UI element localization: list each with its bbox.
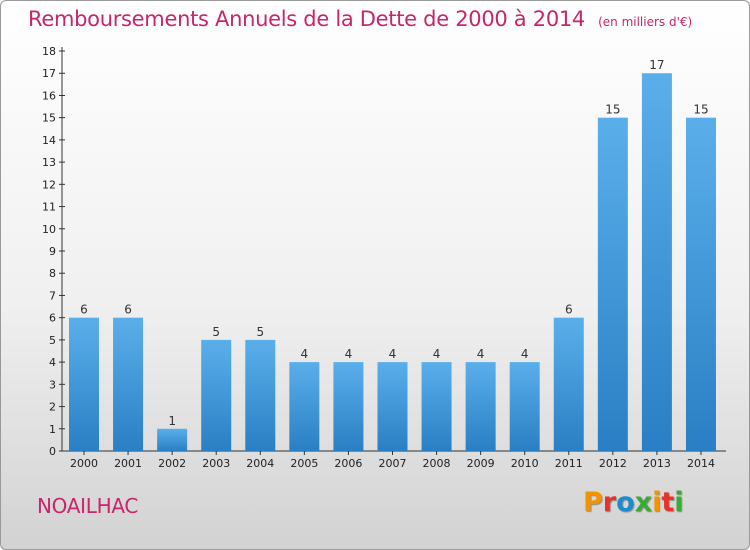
bar [201, 339, 232, 451]
bar [245, 339, 276, 451]
x-tick-label: 2000 [70, 457, 98, 470]
y-tick-label: 2 [49, 401, 56, 414]
y-tick-label: 17 [42, 67, 56, 80]
labels: 0123456789101112131415161718200062001620… [42, 45, 715, 470]
bar [113, 317, 144, 451]
bar [289, 362, 320, 451]
data-label: 6 [80, 303, 88, 317]
x-tick-label: 2013 [643, 457, 671, 470]
bar [553, 317, 584, 451]
data-label: 4 [389, 347, 397, 361]
x-tick-label: 2009 [467, 457, 495, 470]
y-tick-label: 7 [49, 289, 56, 302]
data-label: 4 [301, 347, 309, 361]
title-row: Remboursements Annuels de la Dette de 20… [28, 7, 692, 31]
y-tick-label: 5 [49, 334, 56, 347]
y-tick-label: 9 [49, 245, 56, 258]
data-label: 15 [693, 103, 708, 117]
y-tick-label: 0 [49, 445, 56, 458]
data-label: 6 [565, 303, 573, 317]
x-tick-label: 2007 [378, 457, 406, 470]
y-tick-label: 16 [42, 89, 56, 102]
logo-letter: x [634, 487, 653, 518]
data-label: 4 [345, 347, 353, 361]
y-tick-label: 11 [42, 201, 56, 214]
x-tick-label: 2008 [423, 457, 451, 470]
logo-letter: o [616, 487, 635, 518]
logo-letter: r [602, 487, 617, 518]
data-label: 5 [212, 325, 220, 339]
x-tick-label: 2004 [246, 457, 274, 470]
y-tick-label: 1 [49, 423, 56, 436]
bar [597, 117, 628, 452]
data-label: 4 [433, 347, 441, 361]
data-label: 17 [649, 58, 664, 72]
x-tick-label: 2010 [511, 457, 539, 470]
logo-letter: t [661, 487, 675, 518]
bar [157, 428, 188, 451]
y-tick-label: 15 [42, 112, 56, 125]
bar [465, 362, 496, 451]
x-tick-label: 2006 [334, 457, 362, 470]
y-tick-label: 13 [42, 156, 56, 169]
bar [69, 317, 99, 451]
data-label: 4 [477, 347, 485, 361]
y-tick-label: 4 [49, 356, 56, 369]
bar [641, 73, 672, 451]
data-label: 4 [521, 347, 529, 361]
logo-letter: P [583, 487, 603, 518]
x-tick-label: 2003 [202, 457, 230, 470]
y-tick-label: 3 [49, 378, 56, 391]
data-label: 6 [124, 303, 132, 317]
proxiti-logo[interactable]: Proxiti [583, 487, 684, 518]
y-tick-label: 18 [42, 45, 56, 58]
data-label: 1 [168, 414, 176, 428]
bar [377, 362, 408, 451]
y-tick-label: 6 [49, 312, 56, 325]
x-tick-label: 2002 [158, 457, 186, 470]
x-tick-label: 2011 [555, 457, 583, 470]
x-tick-label: 2012 [599, 457, 627, 470]
logo-letter: i [674, 487, 684, 518]
y-tick-label: 14 [42, 134, 56, 147]
chart-title: Remboursements Annuels de la Dette de 20… [28, 7, 585, 31]
x-tick-label: 2005 [290, 457, 318, 470]
y-tick-label: 12 [42, 178, 56, 191]
bar [509, 362, 540, 451]
y-tick-label: 10 [42, 223, 56, 236]
bar [685, 117, 716, 452]
y-tick-label: 8 [49, 267, 56, 280]
data-label: 5 [256, 325, 264, 339]
data-label: 15 [605, 103, 620, 117]
logo-letter: i [652, 487, 662, 518]
commune-name: NOAILHAC [37, 494, 139, 518]
bar [333, 362, 364, 451]
bar [421, 362, 452, 451]
bars [69, 73, 716, 452]
x-tick-label: 2001 [114, 457, 142, 470]
chart-subtitle: (en milliers d'€) [598, 15, 693, 29]
x-tick-label: 2014 [687, 457, 715, 470]
